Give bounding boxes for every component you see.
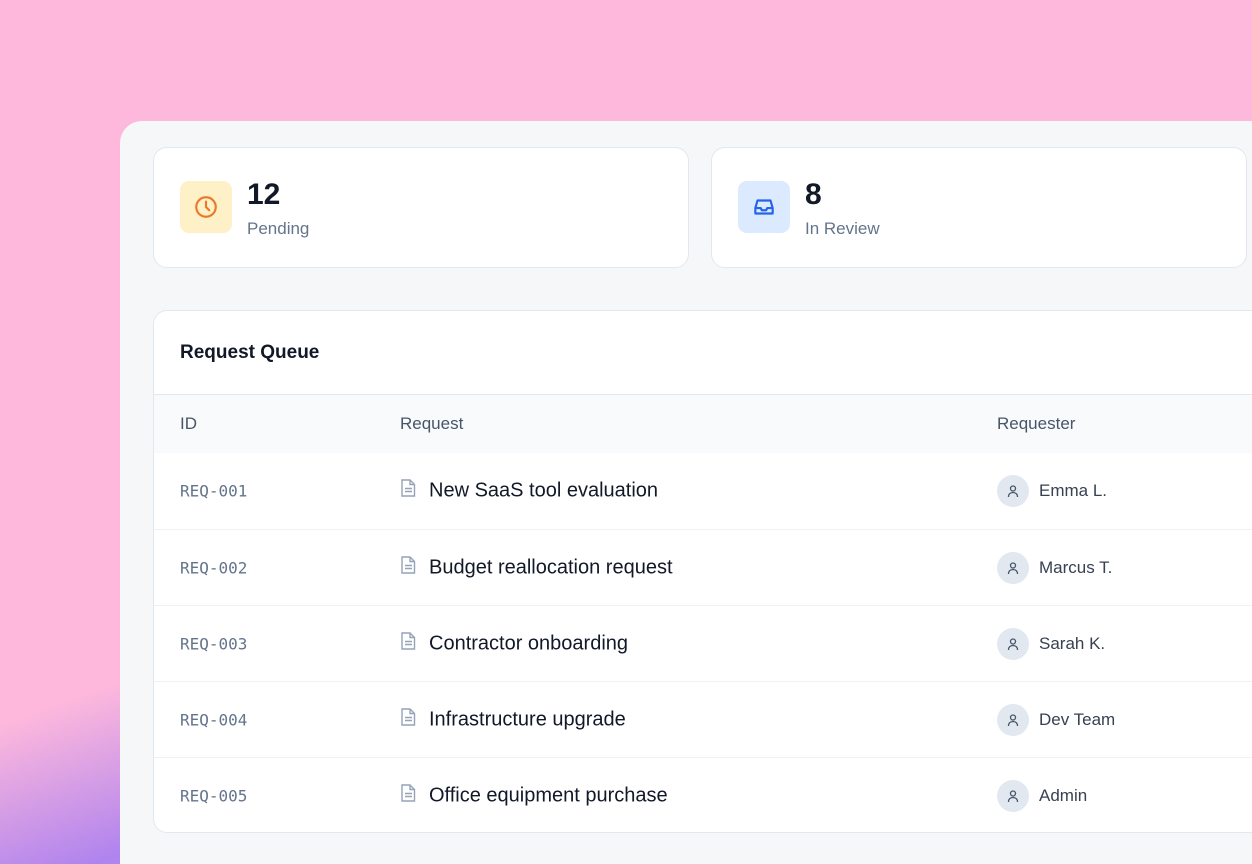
requester-name: Marcus T. bbox=[1039, 557, 1113, 577]
table-row[interactable]: REQ-002 Budget reallocation request Marc… bbox=[154, 529, 1252, 605]
request-title: Contractor onboarding bbox=[429, 632, 629, 654]
column-header-id: ID bbox=[180, 414, 197, 433]
stat-label: In Review bbox=[805, 219, 880, 238]
requester-name: Dev Team bbox=[1039, 709, 1116, 729]
request-id: REQ-003 bbox=[180, 634, 248, 653]
requester-cell: Sarah K. bbox=[997, 627, 1106, 660]
request-cell: New SaaS tool evaluation bbox=[400, 479, 658, 504]
main-panel: 12 Pending 8 In Review Request Queue ID … bbox=[120, 121, 1252, 864]
column-header-requester: Requester bbox=[997, 414, 1076, 433]
requester-cell: Marcus T. bbox=[997, 551, 1113, 584]
column-header-request: Request bbox=[400, 414, 464, 433]
request-id: REQ-002 bbox=[180, 558, 248, 577]
table-row[interactable]: REQ-003 Contractor onboarding Sarah K. bbox=[154, 605, 1252, 681]
requester-cell: Admin bbox=[997, 779, 1088, 812]
stat-value: 8 bbox=[805, 178, 822, 211]
table-row[interactable]: REQ-005 Office equipment purchase Admin bbox=[154, 757, 1252, 833]
requester-name: Admin bbox=[1039, 785, 1088, 805]
request-cell: Office equipment purchase bbox=[400, 783, 668, 808]
document-icon bbox=[400, 783, 417, 808]
request-cell: Contractor onboarding bbox=[400, 631, 628, 656]
document-icon bbox=[400, 631, 417, 656]
request-id: REQ-001 bbox=[180, 481, 248, 501]
request-title: New SaaS tool evaluation bbox=[429, 479, 659, 502]
inbox-icon bbox=[738, 181, 790, 233]
document-icon bbox=[400, 479, 417, 504]
requester-cell: Dev Team bbox=[997, 703, 1116, 736]
user-avatar-icon bbox=[997, 475, 1029, 507]
request-queue-table: Request Queue ID Request Requester REQ-0… bbox=[153, 310, 1252, 833]
document-icon bbox=[400, 707, 417, 732]
request-cell: Infrastructure upgrade bbox=[400, 707, 626, 732]
stat-value: 12 bbox=[247, 178, 281, 211]
user-avatar-icon bbox=[997, 779, 1029, 812]
user-avatar-icon bbox=[997, 627, 1029, 660]
request-id: REQ-005 bbox=[180, 786, 248, 805]
user-avatar-icon bbox=[997, 551, 1029, 584]
table-title: Request Queue bbox=[154, 311, 1252, 395]
table-row[interactable]: REQ-001 New SaaS tool evaluation Emma L. bbox=[154, 453, 1252, 529]
document-icon bbox=[400, 555, 417, 580]
requester-name: Emma L. bbox=[1039, 481, 1108, 500]
user-avatar-icon bbox=[997, 703, 1029, 736]
table-header: ID Request Requester bbox=[154, 395, 1252, 453]
stat-card-pending[interactable]: 12 Pending bbox=[153, 147, 689, 268]
request-id: REQ-004 bbox=[180, 710, 248, 729]
table-row[interactable]: REQ-004 Infrastructure upgrade Dev Team bbox=[154, 681, 1252, 757]
request-title: Office equipment purchase bbox=[429, 784, 668, 806]
request-title: Budget reallocation request bbox=[429, 556, 673, 578]
stat-card-in-review[interactable]: 8 In Review bbox=[711, 147, 1247, 268]
requester-name: Sarah K. bbox=[1039, 633, 1106, 653]
clock-icon bbox=[180, 181, 232, 233]
stat-label: Pending bbox=[247, 219, 310, 238]
request-cell: Budget reallocation request bbox=[400, 555, 673, 580]
requester-cell: Emma L. bbox=[997, 475, 1107, 507]
request-title: Infrastructure upgrade bbox=[429, 708, 626, 730]
